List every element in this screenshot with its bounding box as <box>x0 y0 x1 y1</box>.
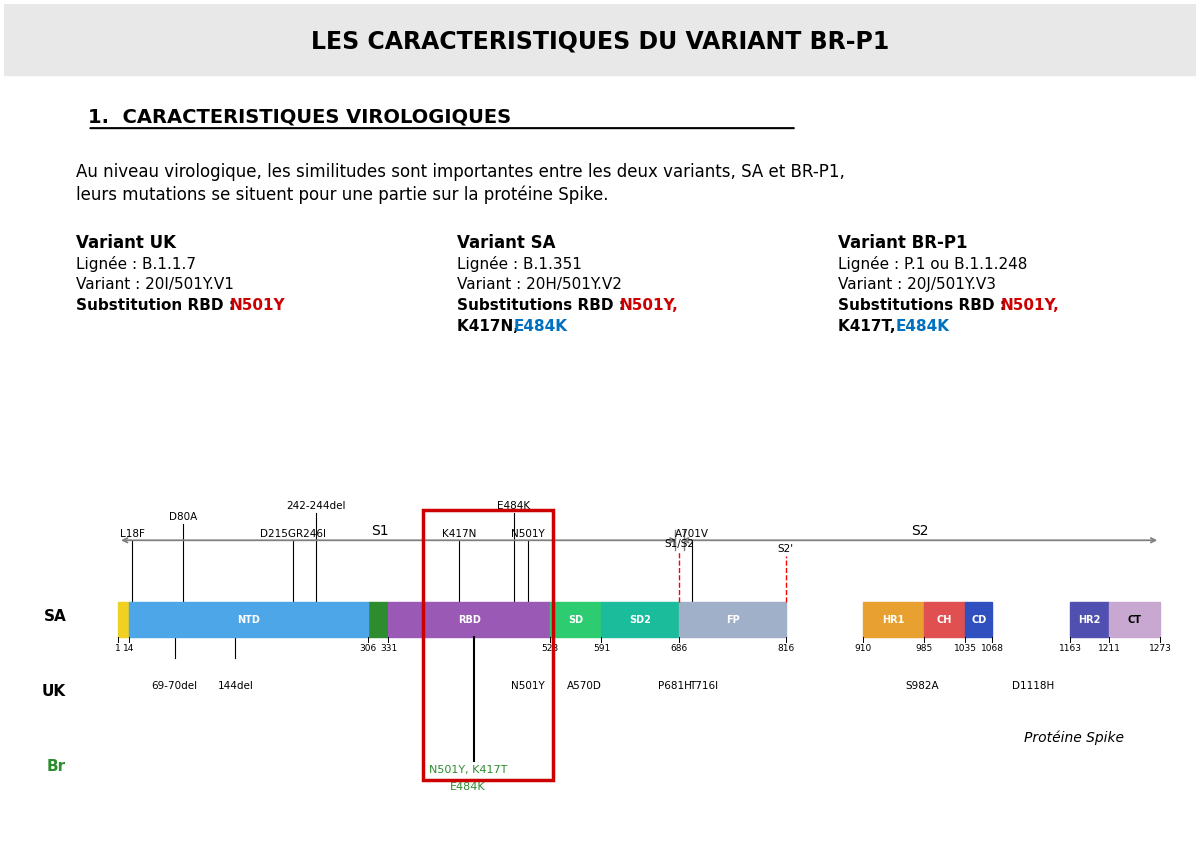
Bar <box>965 602 992 637</box>
Text: N501Y,: N501Y, <box>619 299 678 313</box>
Text: 910: 910 <box>854 644 871 653</box>
Text: S1/S2: S1/S2 <box>665 540 695 550</box>
Text: D215GR246I: D215GR246I <box>260 529 326 539</box>
Text: Variant : 20I/501Y.V1: Variant : 20I/501Y.V1 <box>76 277 234 292</box>
Text: 69-70del: 69-70del <box>151 681 198 691</box>
Text: CH: CH <box>937 615 953 625</box>
Text: 14: 14 <box>124 644 134 653</box>
Text: SD2: SD2 <box>630 615 652 625</box>
Text: 528: 528 <box>541 644 558 653</box>
Bar <box>1070 602 1109 637</box>
Text: Substitutions RBD :: Substitutions RBD : <box>839 299 1012 313</box>
Text: 1: 1 <box>115 644 121 653</box>
Text: N501Y,: N501Y, <box>1001 299 1060 313</box>
Text: Lignée : P.1 ou B.1.1.248: Lignée : P.1 ou B.1.1.248 <box>839 255 1027 272</box>
Text: S1: S1 <box>371 524 389 538</box>
Bar <box>863 602 924 637</box>
Text: 331: 331 <box>380 644 397 653</box>
Bar <box>4 4 1196 75</box>
Text: HR2: HR2 <box>1079 615 1100 625</box>
Text: 1068: 1068 <box>980 644 1003 653</box>
Text: P681H: P681H <box>659 681 692 691</box>
Bar <box>422 510 553 780</box>
Text: 1035: 1035 <box>954 644 977 653</box>
Text: S2: S2 <box>911 524 929 538</box>
Text: Variant UK: Variant UK <box>76 233 175 252</box>
Text: N501Y: N501Y <box>511 681 545 691</box>
Text: 1273: 1273 <box>1148 644 1171 653</box>
Text: K417N,: K417N, <box>457 319 524 334</box>
Bar <box>924 602 965 637</box>
Text: HR1: HR1 <box>882 615 905 625</box>
Text: T716I: T716I <box>689 681 719 691</box>
Text: N501Y: N501Y <box>511 529 545 539</box>
Text: Br: Br <box>47 759 66 774</box>
Text: Au niveau virologique, les similitudes sont importantes entre les deux variants,: Au niveau virologique, les similitudes s… <box>76 162 845 181</box>
Text: A570D: A570D <box>566 681 601 691</box>
Text: SA: SA <box>43 609 66 624</box>
Text: LES CARACTERISTIQUES DU VARIANT BR-P1: LES CARACTERISTIQUES DU VARIANT BR-P1 <box>311 30 889 54</box>
Text: E484K: E484K <box>895 319 949 334</box>
Text: S982A: S982A <box>905 681 938 691</box>
Text: Substitutions RBD :: Substitutions RBD : <box>457 299 630 313</box>
Text: Variant : 20J/501Y.V3: Variant : 20J/501Y.V3 <box>839 277 996 292</box>
Text: NTD: NTD <box>236 615 260 625</box>
Text: FP: FP <box>726 615 739 625</box>
Bar <box>128 602 368 637</box>
Text: K417N: K417N <box>442 529 476 539</box>
Text: Variant SA: Variant SA <box>457 233 556 252</box>
Text: E484K: E484K <box>450 782 486 792</box>
Text: Lignée : B.1.351: Lignée : B.1.351 <box>457 255 582 272</box>
Text: Lignée : B.1.1.7: Lignée : B.1.1.7 <box>76 255 196 272</box>
Bar <box>601 602 679 637</box>
Text: CT: CT <box>1128 615 1141 625</box>
Bar <box>550 602 601 637</box>
Bar <box>679 602 786 637</box>
Text: 144del: 144del <box>217 681 253 691</box>
Text: 306: 306 <box>359 644 377 653</box>
Text: K417T,: K417T, <box>839 319 901 334</box>
Text: D1118H: D1118H <box>1012 681 1055 691</box>
Text: 816: 816 <box>778 644 794 653</box>
Text: A701V: A701V <box>674 529 708 539</box>
Text: Substitution RBD :: Substitution RBD : <box>76 299 240 313</box>
Text: L18F: L18F <box>120 529 144 539</box>
Bar <box>1109 602 1160 637</box>
Text: S2': S2' <box>778 544 794 553</box>
Text: 242-244del: 242-244del <box>287 501 346 511</box>
Bar <box>368 602 389 637</box>
Text: N501Y, K417T: N501Y, K417T <box>428 765 506 775</box>
Text: CD: CD <box>971 615 986 625</box>
Text: E484K: E484K <box>514 319 568 334</box>
Text: 686: 686 <box>671 644 688 653</box>
Text: D80A: D80A <box>169 512 197 522</box>
Text: RBD: RBD <box>457 615 481 625</box>
Text: SD: SD <box>568 615 583 625</box>
Bar <box>389 602 550 637</box>
Text: Variant BR-P1: Variant BR-P1 <box>839 233 968 252</box>
Text: leurs mutations se situent pour une partie sur la protéine Spike.: leurs mutations se situent pour une part… <box>76 185 608 204</box>
Text: UK: UK <box>42 684 66 699</box>
Text: Protéine Spike: Protéine Spike <box>1025 731 1124 745</box>
Text: 1.  CARACTERISTIQUES VIROLOGIQUES: 1. CARACTERISTIQUES VIROLOGIQUES <box>88 107 511 127</box>
Text: 1163: 1163 <box>1058 644 1081 653</box>
Text: 1211: 1211 <box>1098 644 1121 653</box>
Text: N501Y: N501Y <box>230 299 286 313</box>
Text: Variant : 20H/501Y.V2: Variant : 20H/501Y.V2 <box>457 277 622 292</box>
Text: E484K: E484K <box>497 501 530 511</box>
Bar <box>118 602 128 637</box>
Text: 985: 985 <box>916 644 932 653</box>
Text: 591: 591 <box>593 644 610 653</box>
